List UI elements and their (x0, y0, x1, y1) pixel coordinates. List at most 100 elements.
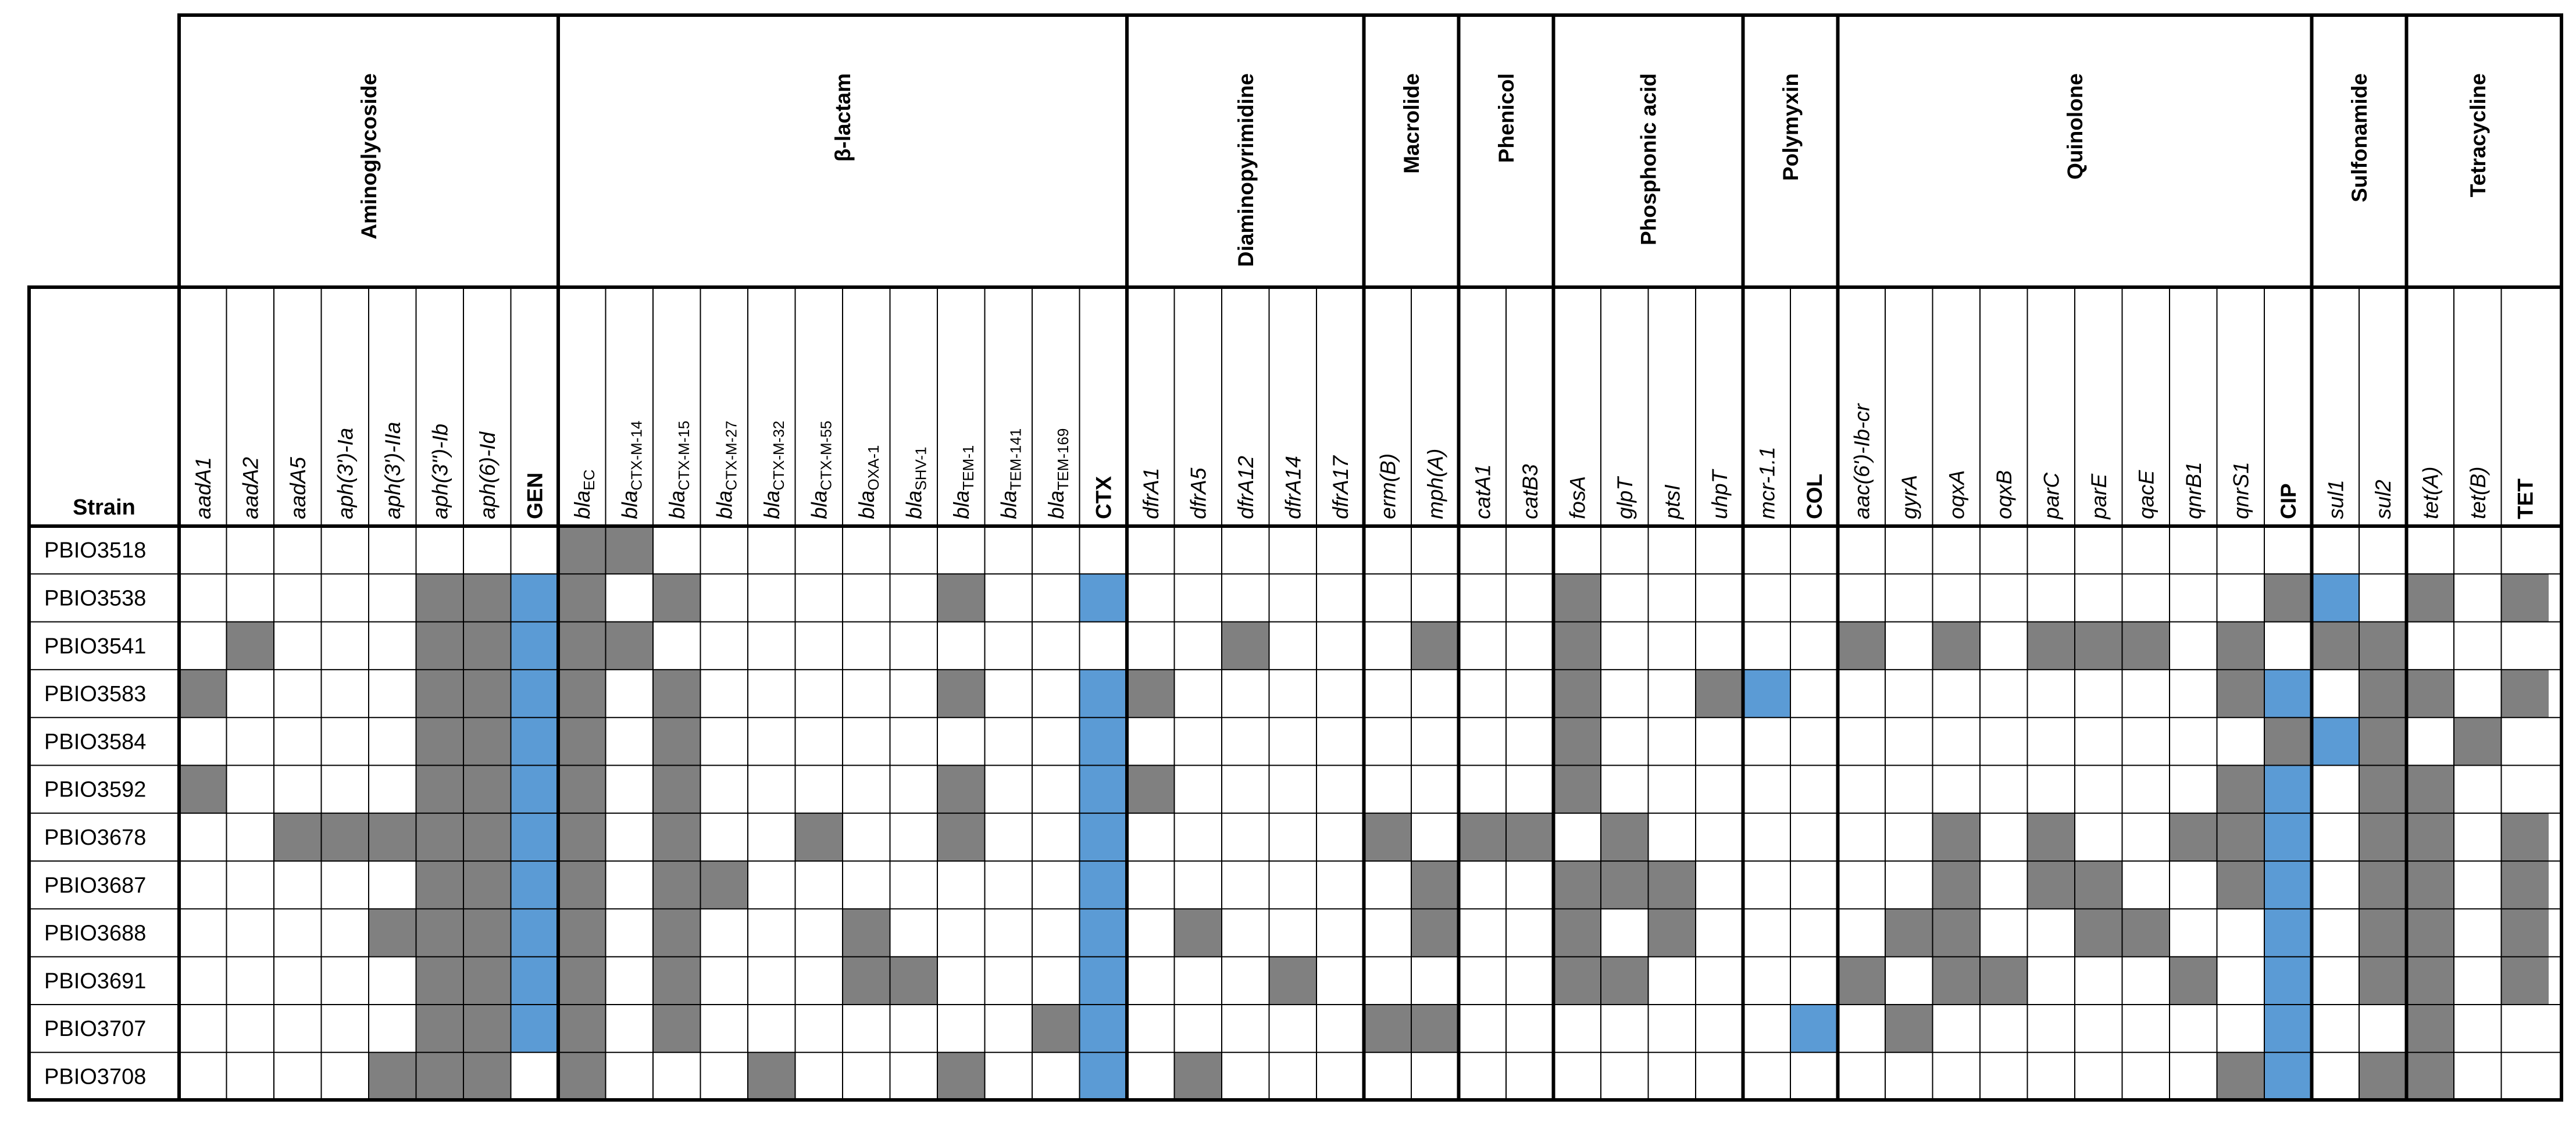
matrix-cell (1932, 861, 1980, 909)
matrix-cell (2217, 669, 2264, 718)
strain-name: PBIO3688 (44, 921, 146, 946)
gene-label: dfrA5 (1186, 467, 1210, 519)
matrix-cell (416, 621, 463, 670)
class-label: Diaminopyrimidine (1234, 73, 1258, 267)
gene-label: qnrS1 (2229, 462, 2253, 519)
gene-label: dfrA17 (1329, 455, 1353, 519)
strain-name: PBIO3592 (44, 778, 146, 802)
matrix-cell (700, 861, 748, 909)
matrix-cell (1553, 621, 1601, 670)
class-label: Quinolone (2063, 73, 2087, 180)
matrix-cell (463, 956, 511, 1005)
matrix-cell (511, 813, 558, 862)
matrix-cell (511, 1005, 558, 1053)
matrix-cell (2217, 1052, 2264, 1100)
gene-label: blaCTX-M-15 (665, 421, 693, 519)
matrix-cell (1079, 669, 1127, 718)
matrix-cell (1601, 813, 1649, 862)
matrix-cell (463, 909, 511, 957)
gene-label: aph(6)-Id (476, 431, 499, 519)
matrix-cell (558, 861, 606, 909)
matrix-cell (1411, 861, 1459, 909)
matrix-cell (558, 765, 606, 813)
matrix-cell (795, 813, 843, 862)
gene-label: ptsI (1660, 484, 1684, 520)
strain-name: PBIO3538 (44, 586, 146, 610)
matrix-cell (511, 956, 558, 1005)
class-label: Phenicol (1494, 73, 1518, 163)
gene-label: qacE (2134, 469, 2158, 519)
matrix-cell (2406, 1005, 2454, 1053)
matrix-cell (2264, 813, 2312, 862)
matrix-cell (416, 717, 463, 766)
matrix-cell (1079, 956, 1127, 1005)
gene-label: tet(B) (2466, 467, 2490, 519)
strain-header: Strain (73, 495, 135, 520)
matrix-cell (416, 669, 463, 718)
matrix-cell (653, 717, 701, 766)
matrix-cell (321, 813, 369, 862)
matrix-cell (2264, 1005, 2312, 1053)
matrix-cell (1743, 669, 1790, 718)
matrix-cell (1885, 909, 1933, 957)
matrix-cell (1553, 669, 1601, 718)
matrix-cell (369, 813, 416, 862)
matrix-cell (2170, 813, 2217, 862)
strain-name: PBIO3541 (44, 634, 146, 659)
drug-label: GEN (523, 473, 547, 519)
matrix-cell (653, 574, 701, 622)
class-label: Phosphonic acid (1637, 73, 1661, 245)
matrix-cell (2501, 669, 2549, 718)
gene-label: blaTEM-141 (997, 428, 1024, 519)
matrix-cell (2264, 1052, 2312, 1100)
matrix-cell (558, 813, 606, 862)
matrix-cell (558, 526, 606, 574)
drug-label: TET (2513, 478, 2537, 519)
matrix-cell (1079, 813, 1127, 862)
matrix-cell (2359, 861, 2407, 909)
matrix-cell (1079, 765, 1127, 813)
matrix-cell (2359, 717, 2407, 766)
matrix-cell (2311, 717, 2359, 766)
matrix-cell (511, 669, 558, 718)
matrix-cell (653, 669, 701, 718)
matrix-cell (416, 956, 463, 1005)
matrix-cell (416, 813, 463, 862)
matrix-cell (558, 956, 606, 1005)
matrix-cell (1506, 813, 1554, 862)
matrix-cell (1838, 956, 1885, 1005)
matrix-cell (2359, 669, 2407, 718)
gene-label: sul2 (2371, 480, 2395, 519)
matrix-cell (1648, 861, 1696, 909)
gene-label: blaOXA-1 (855, 445, 882, 519)
matrix-cell (1079, 1052, 1127, 1100)
matrix-cell (1553, 717, 1601, 766)
matrix-cell (2359, 909, 2407, 957)
matrix-cell (2075, 861, 2122, 909)
matrix-cell (605, 621, 653, 670)
matrix-cell (653, 813, 701, 862)
matrix-cell (2501, 813, 2549, 862)
matrix-cell (2217, 621, 2264, 670)
drug-label: CIP (2277, 483, 2300, 519)
matrix-cell (2359, 956, 2407, 1005)
matrix-cell (558, 909, 606, 957)
gene-label: parC (2039, 473, 2063, 520)
gene-label: uhpT (1708, 469, 1732, 519)
matrix-cell (1458, 813, 1506, 862)
matrix-cell (179, 765, 227, 813)
matrix-cell (416, 909, 463, 957)
matrix-cell (463, 717, 511, 766)
matrix-cell (558, 574, 606, 622)
gene-label: glpT (1613, 476, 1637, 519)
class-label: Tetracycline (2466, 73, 2490, 197)
strain-name: PBIO3691 (44, 969, 146, 994)
matrix-cell (2311, 621, 2359, 670)
matrix-cell (463, 621, 511, 670)
matrix-cell (2359, 621, 2407, 670)
gene-label: aadA2 (238, 457, 262, 519)
matrix-cell (2217, 813, 2264, 862)
gene-label: oqxB (1992, 470, 2016, 519)
matrix-cell (1932, 813, 1980, 862)
matrix-cell (1364, 1005, 1411, 1053)
